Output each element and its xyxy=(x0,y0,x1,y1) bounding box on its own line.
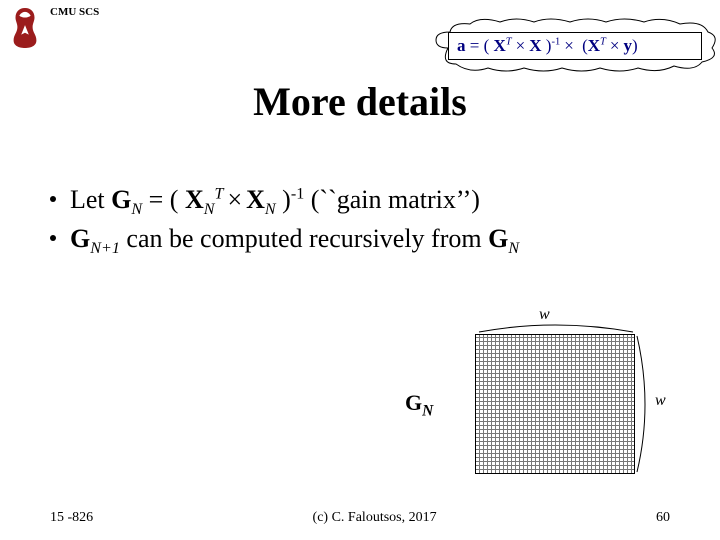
footer-page-number: 60 xyxy=(656,510,670,526)
regression-formula: a = ( XT×X )-1× (XT×y) xyxy=(457,36,638,56)
matrix-square xyxy=(475,334,635,474)
cmu-logo xyxy=(6,6,44,50)
footer-course-number: 15 -826 xyxy=(50,510,93,526)
footer-copyright: (c) C. Faloutsos, 2017 xyxy=(313,510,437,526)
header-org-label: CMU SCS xyxy=(50,6,99,18)
bullet-dot-icon xyxy=(50,196,56,202)
gain-matrix-diagram: GN w w xyxy=(455,310,685,480)
bullet-1-text: Let GN = ( XNT×XN )-1 (``gain matrix’’) xyxy=(70,182,480,217)
slide: CMU SCS a = ( XT×X )-1× (XT×y) More deta… xyxy=(0,0,720,540)
slide-title: More details xyxy=(0,78,720,125)
matrix-label: GN xyxy=(405,390,433,420)
formula-box: a = ( XT×X )-1× (XT×y) xyxy=(448,32,702,60)
bullet-dot-icon xyxy=(50,235,56,241)
slide-footer: 15 -826 (c) C. Faloutsos, 2017 60 xyxy=(50,510,670,526)
bullet-2-text: GN+1 can be computed recursively from GN xyxy=(70,221,519,256)
formula-callout: a = ( XT×X )-1× (XT×y) xyxy=(430,18,718,74)
bullet-list: Let GN = ( XNT×XN )-1 (``gain matrix’’) … xyxy=(50,182,680,260)
bullet-item-1: Let GN = ( XNT×XN )-1 (``gain matrix’’) xyxy=(50,182,680,217)
bullet-item-2: GN+1 can be computed recursively from GN xyxy=(50,221,680,256)
